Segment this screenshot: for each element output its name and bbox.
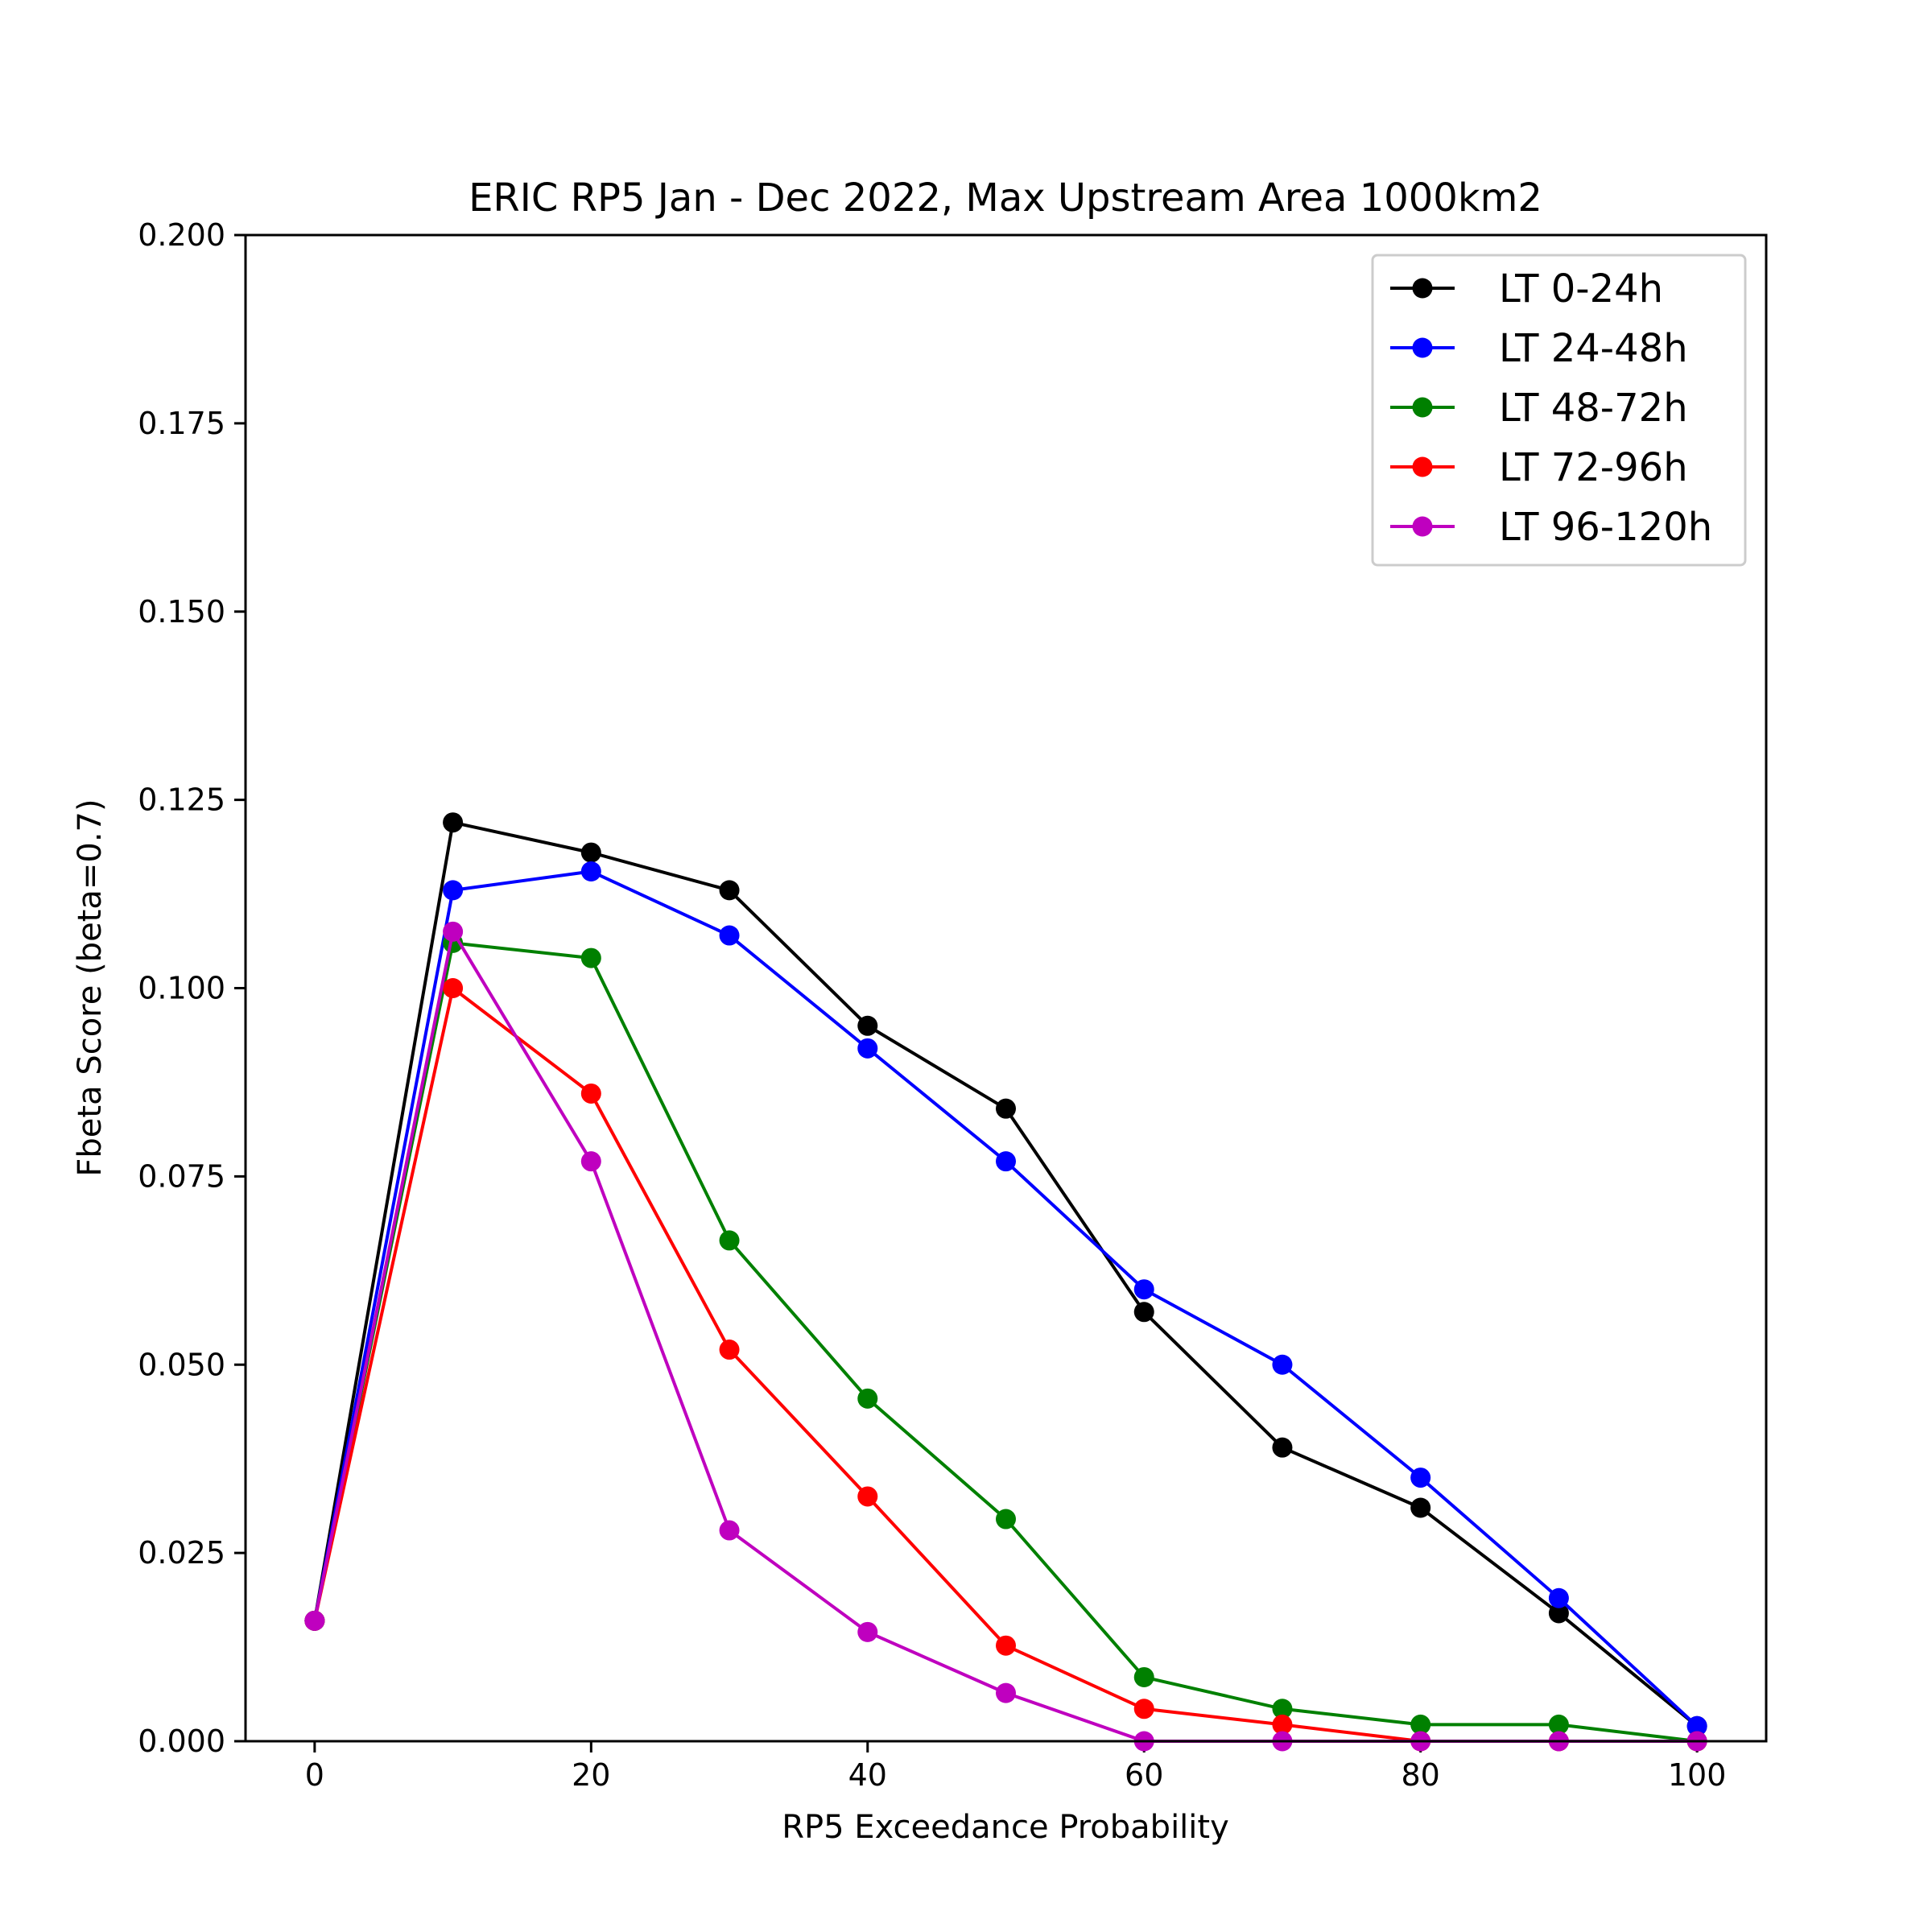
data-point (1410, 1468, 1431, 1488)
data-point (719, 880, 740, 901)
data-point (996, 1635, 1016, 1656)
legend-item: LT 96-120h (1390, 505, 1712, 550)
y-tick-label: 0.125 (138, 782, 225, 818)
legend-swatch-marker (1412, 337, 1433, 358)
data-point (1133, 1666, 1154, 1687)
series-line (312, 869, 1699, 1728)
x-tick-label: 0 (305, 1757, 324, 1793)
legend-label: LT 0-24h (1499, 266, 1663, 312)
y-tick-label: 0.100 (138, 971, 225, 1006)
y-tick-label: 0.175 (138, 406, 225, 441)
data-point (580, 1083, 601, 1104)
series (304, 978, 1707, 1752)
data-point (1272, 1699, 1293, 1719)
data-point (1133, 1699, 1154, 1719)
data-point (857, 1486, 878, 1507)
data-point (1548, 1603, 1569, 1624)
data-point (996, 1682, 1016, 1703)
y-tick-label: 0.025 (138, 1535, 225, 1571)
chart-title: ERIC RP5 Jan - Dec 2022, Max Upstream Ar… (469, 175, 1542, 221)
data-point (719, 1230, 740, 1251)
legend-label: LT 48-72h (1499, 386, 1688, 431)
data-point (1410, 1497, 1431, 1518)
legend-swatch-marker (1412, 278, 1433, 299)
data-point (719, 925, 740, 946)
data-point (1133, 1302, 1154, 1323)
legend-item: LT 0-24h (1390, 266, 1663, 312)
data-point (857, 1015, 878, 1036)
data-point (996, 1509, 1016, 1530)
data-point (719, 1340, 740, 1360)
data-point (719, 1520, 740, 1541)
legend-label: LT 72-96h (1499, 445, 1688, 490)
series (304, 921, 1707, 1752)
y-axis-label: Fbeta Score (beta=0.7) (72, 799, 109, 1176)
series-group (304, 812, 1707, 1752)
data-point (1133, 1279, 1154, 1300)
legend-item: LT 48-72h (1390, 386, 1688, 431)
legend-frame (1371, 254, 1747, 567)
data-point (304, 1610, 325, 1631)
series-line (312, 941, 1698, 1743)
legend-label: LT 24-48h (1499, 326, 1688, 371)
data-point (1272, 1354, 1293, 1375)
data-point (443, 978, 464, 998)
data-point (580, 1151, 601, 1172)
data-point (443, 812, 464, 833)
data-point (1548, 1714, 1569, 1735)
y-tick-label: 0.075 (138, 1158, 225, 1194)
y-tick-label: 0.000 (138, 1724, 225, 1759)
data-point (857, 1388, 878, 1409)
x-axis-label: RP5 Exceedance Probability (782, 1809, 1229, 1846)
data-point (1272, 1437, 1293, 1458)
legend-swatch-marker (1412, 516, 1433, 537)
series-line (312, 930, 1698, 1743)
data-point (1548, 1587, 1569, 1608)
data-point (1686, 1715, 1707, 1736)
data-point (1272, 1714, 1293, 1735)
legend-item: LT 72-96h (1390, 445, 1688, 490)
data-point (443, 880, 464, 901)
legend: LT 0-24h LT 24-48h LT 48-72h LT 72-96h LT 96… (1371, 254, 1747, 567)
data-point (443, 921, 464, 942)
data-point (580, 861, 601, 881)
legend-label: LT 96-120h (1499, 505, 1712, 550)
y-tick-label: 0.200 (138, 217, 225, 253)
axis-ticks: 0 20 40 60 80 100 0.000 0.025 0.050 0.075 0.100 0.1… (138, 217, 1726, 1793)
data-point (580, 947, 601, 968)
series (304, 932, 1707, 1752)
data-point (857, 1038, 878, 1059)
x-tick-label: 80 (1402, 1757, 1440, 1793)
data-point (996, 1098, 1016, 1119)
plot-area-frame (244, 233, 1768, 1743)
x-tick-label: 20 (572, 1757, 610, 1793)
x-tick-label: 40 (848, 1757, 887, 1793)
data-point (857, 1621, 878, 1642)
y-tick-label: 0.150 (138, 594, 225, 630)
data-point (996, 1151, 1016, 1172)
legend-item: LT 24-48h (1390, 326, 1688, 371)
series (304, 861, 1707, 1736)
data-point (580, 842, 601, 863)
legend-swatch-marker (1412, 397, 1433, 418)
legend-swatch-marker (1412, 456, 1433, 477)
data-point (1410, 1714, 1431, 1735)
series-line (312, 820, 1699, 1728)
y-tick-label: 0.050 (138, 1347, 225, 1382)
x-tick-label: 100 (1668, 1757, 1727, 1793)
x-tick-label: 60 (1125, 1757, 1163, 1793)
